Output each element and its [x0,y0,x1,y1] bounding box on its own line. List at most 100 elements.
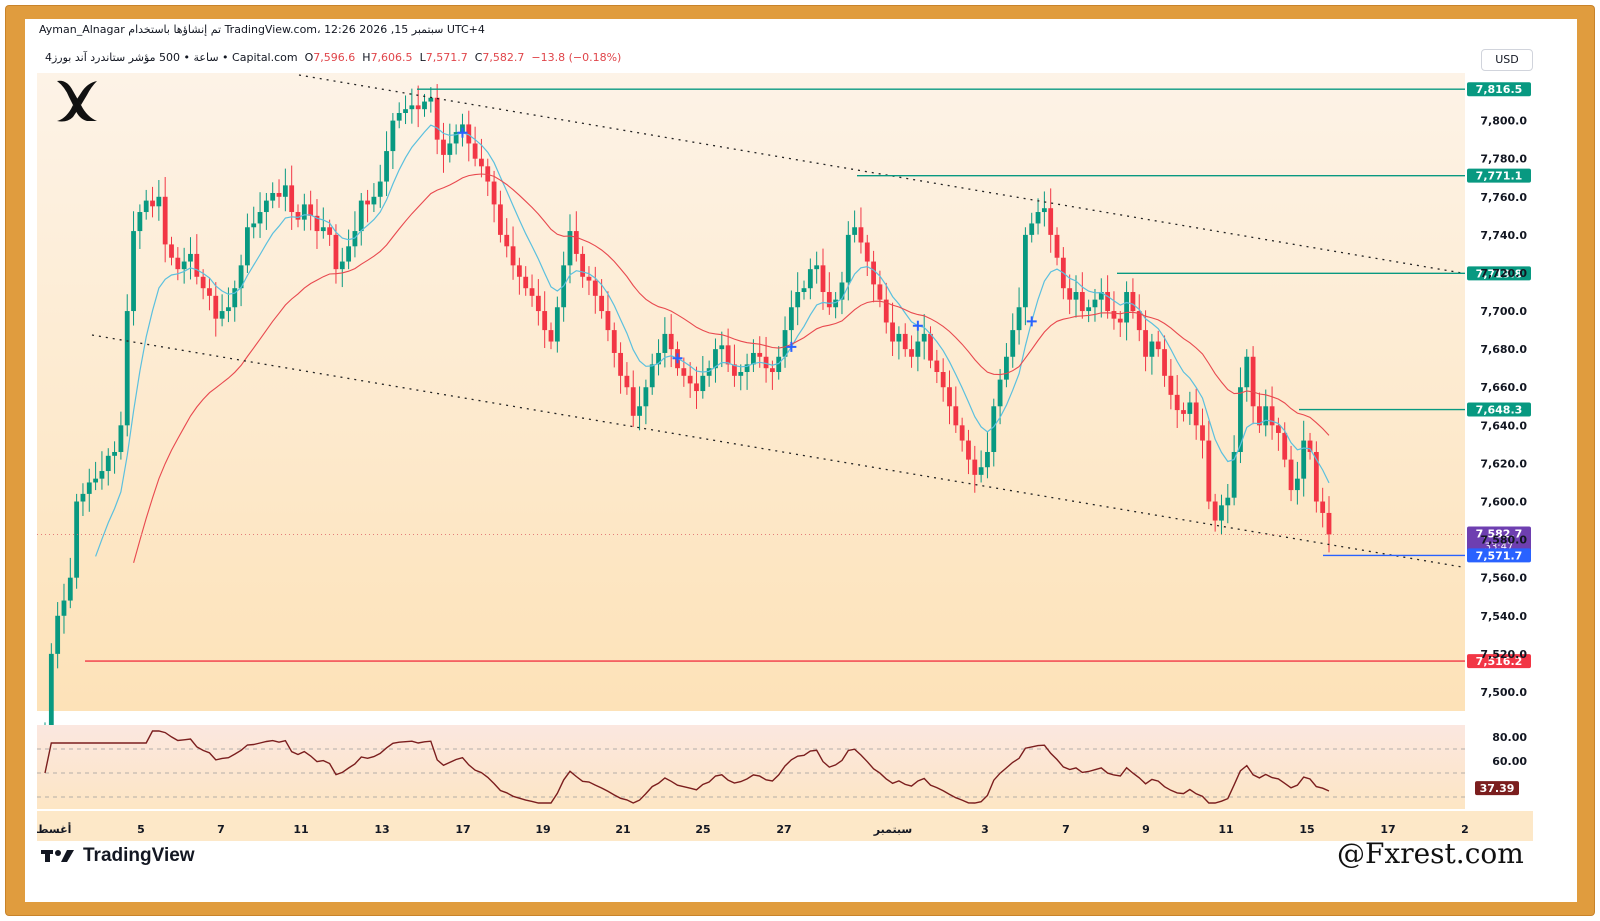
candle-body [295,212,301,220]
symbol-ohlc-line: 4ساعة • 500 مؤشر ستاندرد آند بورز • Capi… [45,51,621,64]
close-value: 7,582.7 [482,51,525,64]
chart-frame: Ayman_Alnagar تم إنشاؤها باستخدام Tradin… [6,6,1594,915]
candle-body [466,124,472,144]
candle-body [1225,497,1231,506]
candle-body [953,406,959,426]
candle-body [169,244,174,258]
x-axis-background [37,811,1533,841]
candle-body [656,352,661,365]
x-axis-tick-label: 13 [374,823,389,836]
candle-body [668,333,674,350]
candle-body [74,501,80,578]
candle-body [535,295,541,312]
candle-body [1301,440,1307,479]
candle-body [1174,394,1180,411]
candle-body [175,257,181,270]
level-price-tag [1467,402,1531,417]
level-price-tag [1467,266,1531,281]
rsi-last-tag [1475,781,1519,796]
candle-body [807,269,813,289]
candle-body [441,139,446,155]
candle-body [852,227,858,235]
y-axis-tick-label: 7,640.0 [1480,419,1527,432]
candle-body [67,577,73,601]
tradingview-logo[interactable]: TradingView [41,845,195,867]
currency-button[interactable]: USD [1481,49,1533,71]
candle-body [573,231,579,254]
upper-trendline [298,74,1463,274]
slow-moving-average-line [133,173,1330,563]
low-price-label: 7,571.7 [1476,549,1523,562]
candle-body [978,467,984,475]
candle-body [453,132,459,144]
candle-body [732,364,737,376]
candle-body [1212,501,1218,521]
y-axis-tick-label: 7,700.0 [1480,305,1527,318]
candle-body [1168,375,1174,395]
x-axis-tick-label: 2 [1461,823,1469,836]
candle-body [871,261,876,285]
candle-body [289,185,295,213]
candle-body [542,311,548,331]
candle-body [1073,292,1079,300]
open-value: 7,596.6 [313,51,356,64]
candle-body [1155,341,1161,350]
low-label: L [419,51,426,64]
candle-body [1206,440,1212,502]
candle-body [1124,292,1129,323]
candle-body [592,280,598,296]
candle-body [839,282,845,300]
candle-body [700,375,706,392]
candle-body [80,493,86,502]
x-axis-tick-label: 9 [1142,823,1150,836]
candle-body [624,375,630,388]
candle-body [124,311,130,426]
candle-body [1320,501,1326,513]
candle-body [1067,288,1073,300]
candle-body [251,223,257,228]
symbol-name[interactable]: 4ساعة • 500 مؤشر ستاندرد آند بورز • Capi… [45,51,298,64]
candle-body [1257,406,1262,426]
candle-body [346,246,352,262]
change-value: −13.8 (−0.18%) [531,51,622,64]
candle-body [498,204,503,235]
candle-body [282,185,288,197]
candle-body [1181,410,1186,414]
candle-body [320,227,326,232]
candle-body [896,333,902,342]
y-axis-tick-label: 7,600.0 [1480,496,1527,509]
candle-body [510,246,516,266]
candle-body [1136,311,1142,331]
candle-body [997,379,1003,407]
candle-body [156,196,162,207]
candle-body [263,200,269,213]
candle-body [409,105,415,110]
candle-body [706,368,712,376]
price-chart[interactable]: 7,816.5 7,771.1 7,719.8 7,648.3 7,516.2 7,582… [37,73,1563,843]
candle-body [909,349,914,357]
level-price-label: 7,816.5 [1476,83,1523,96]
candle-body [1111,311,1117,319]
y-axis-tick-label: 7,760.0 [1480,191,1527,204]
y-axis-tick-label: 7,660.0 [1480,381,1527,394]
level-price-tag [1467,654,1531,669]
candle-body [1313,451,1319,502]
low-price-tag [1467,548,1531,563]
x-axis-tick-label: 17 [455,823,470,836]
x-axis-tick-label: 25 [695,823,710,836]
candle-body [447,143,453,155]
candle-body [479,158,484,167]
candle-body [580,253,586,277]
rsi-tick-label: 80.00 [1492,731,1527,744]
y-axis-tick-label: 7,780.0 [1480,153,1527,166]
x-axis-tick-label: 19 [535,823,550,836]
candle-body [719,345,725,350]
candle-body [1294,478,1300,491]
candle-body [738,372,744,376]
candle-body [428,97,434,102]
candle-body [713,349,718,369]
rsi-last-label: 37.39 [1480,782,1515,795]
candle-body [681,368,687,376]
candle-body [662,333,668,353]
candle-body [1162,349,1167,376]
